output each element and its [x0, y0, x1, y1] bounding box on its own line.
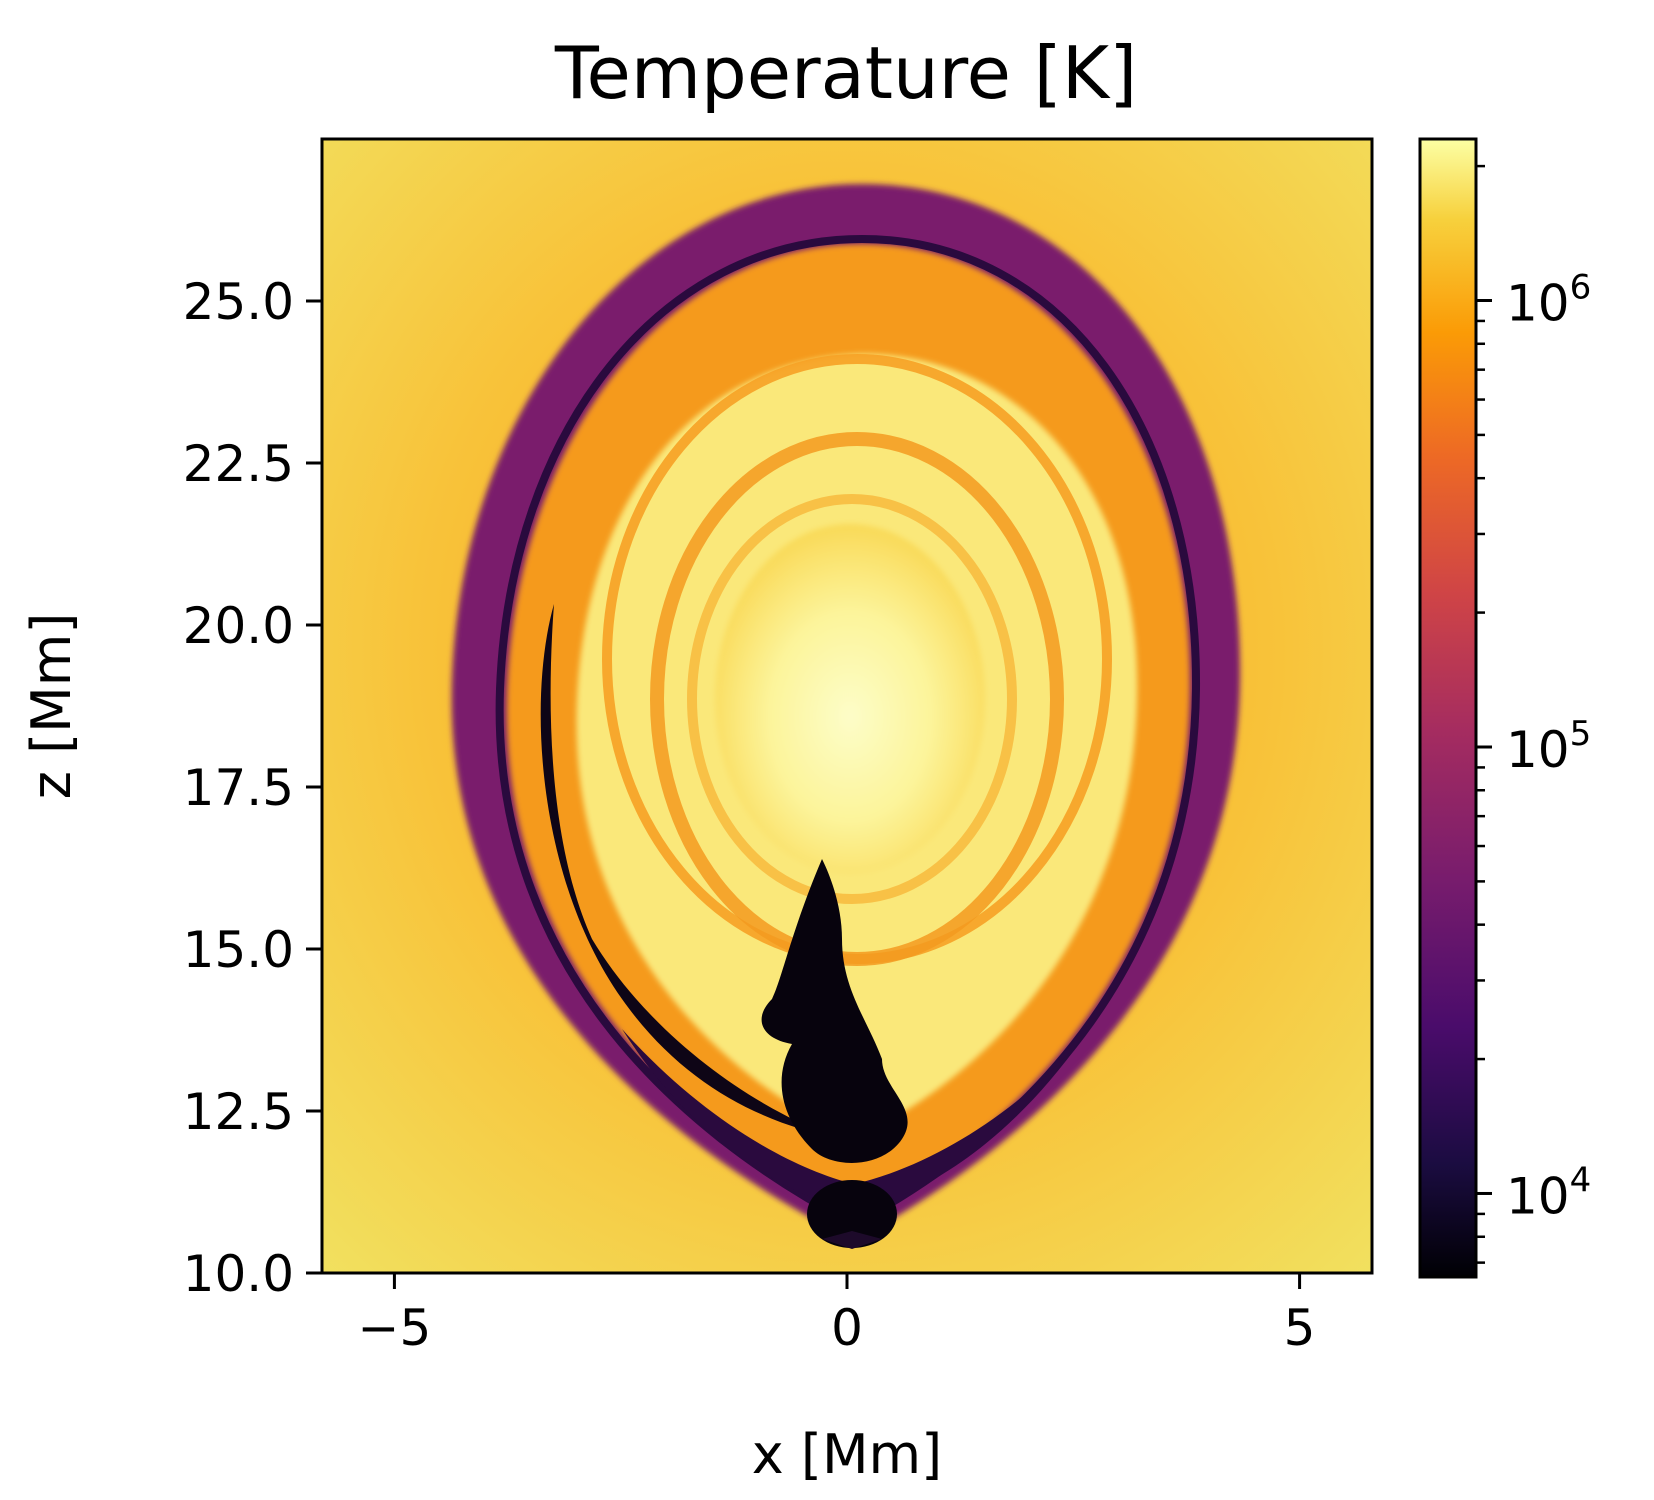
y-tick-label: 17.5: [183, 759, 294, 817]
plot-area: −5 0 5 10.0 12.5 15.0 17.5 20.0 22.5 25.0: [183, 137, 1374, 1357]
y-tick-label: 10.0: [183, 1245, 294, 1303]
hot-core: [715, 524, 985, 874]
colorbar: 104 105 106: [1418, 137, 1591, 1279]
swirl-ring-inner: [687, 494, 1017, 904]
y-axis-label: z [Mm]: [20, 613, 83, 800]
heatmap-image: [322, 139, 1372, 1273]
dark-filament-ring: [495, 234, 1201, 1229]
x-axis-label: x [Mm]: [752, 1423, 942, 1486]
colorbar-frame: [1418, 137, 1478, 1279]
x-tick-label: −5: [358, 1299, 432, 1357]
y-tick-label: 20.0: [183, 597, 294, 655]
y-axis-ticks: 10.0 12.5 15.0 17.5 20.0 22.5 25.0: [183, 273, 322, 1303]
colorbar-tick-label: 105: [1506, 714, 1591, 779]
colorbar-ticks: 104 105 106: [1476, 164, 1591, 1264]
x-axis-ticks: −5 0 5: [358, 1273, 1316, 1357]
y-tick-label: 12.5: [183, 1083, 294, 1141]
swirl-ring-middle: [650, 432, 1064, 966]
y-tick-label: 15.0: [183, 921, 294, 979]
x-tick-label: 0: [831, 1299, 863, 1357]
footpoint-tip: [822, 1231, 882, 1249]
central-cold-plume: [761, 859, 908, 1163]
lower-cold-blob: [807, 1180, 897, 1248]
colorbar-gradient: [1420, 139, 1476, 1277]
x-tick-label: 5: [1284, 1299, 1316, 1357]
colorbar-tick-label: 104: [1506, 1160, 1591, 1225]
lower-cool-band: [622, 1029, 1082, 1209]
y-tick-label: 25.0: [183, 273, 294, 331]
y-tick-label: 22.5: [183, 435, 294, 493]
chart-title: Temperature [K]: [554, 31, 1137, 115]
colorbar-tick-label: 106: [1506, 268, 1591, 333]
